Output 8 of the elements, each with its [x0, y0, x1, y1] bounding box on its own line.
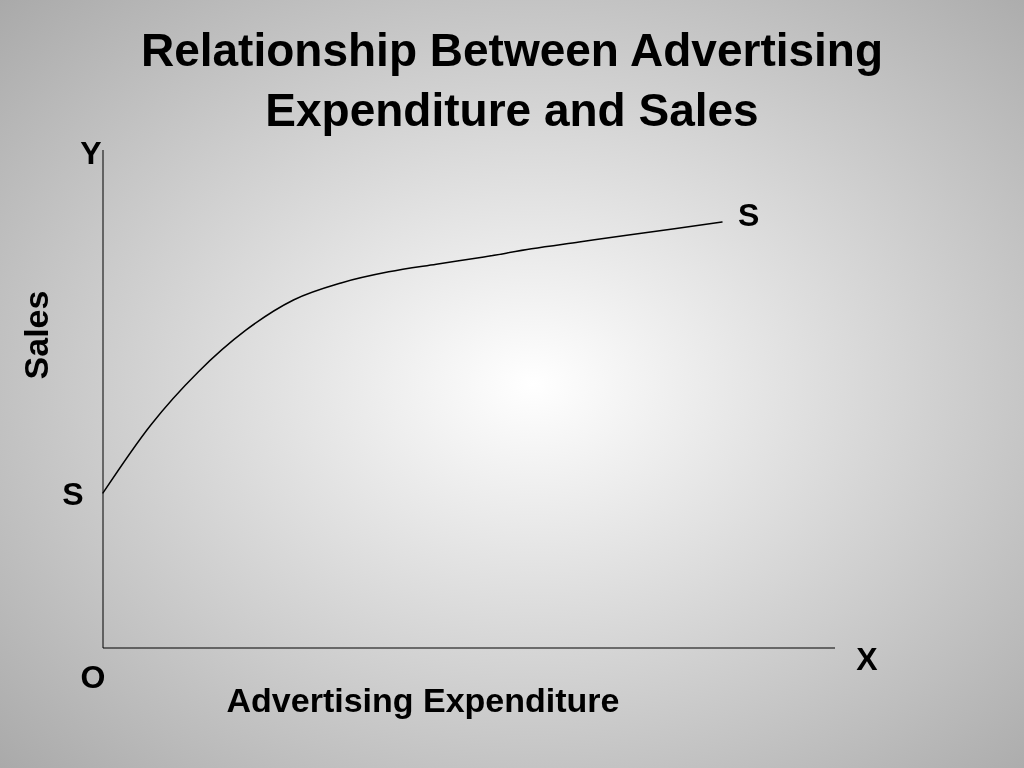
y-axis-title: Sales — [17, 290, 55, 380]
series-label: S — [738, 197, 760, 233]
chart-title: Relationship Between Advertising Expenditure and Sales — [140, 24, 884, 136]
text: X — [856, 641, 879, 677]
annotation: S — [62, 475, 84, 512]
text: Y — [80, 135, 102, 171]
text: O — [80, 659, 106, 695]
x-axis-title: Advertising Expenditure — [226, 681, 620, 719]
